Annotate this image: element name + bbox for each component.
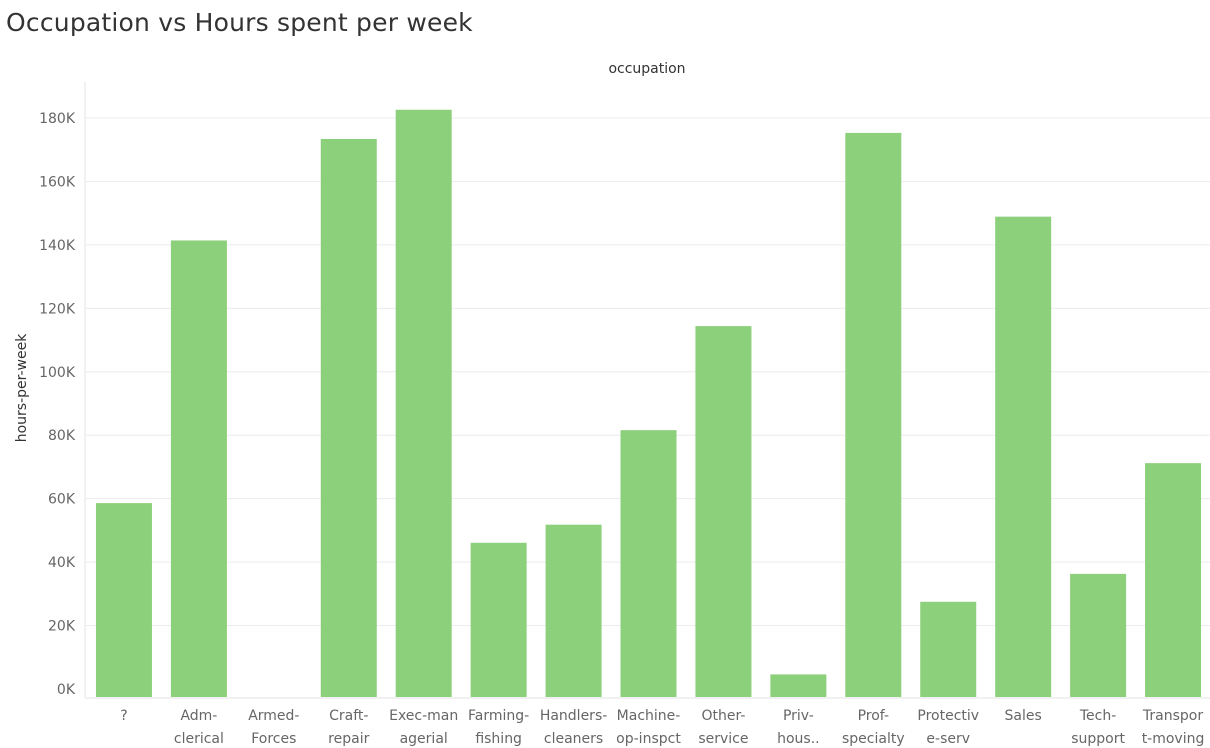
x-category-label-line: Machine- <box>617 708 681 724</box>
x-category-label-line: Prof- <box>858 708 889 724</box>
y-tick-label: 80K <box>48 428 76 444</box>
y-tick-labels: 0K 20K 40K 60K 80K 100K 120K 140K 160K 180K <box>39 111 76 698</box>
x-category-label: Tech-support <box>1071 708 1125 747</box>
x-category-label-line: ? <box>120 708 127 724</box>
x-category-label: Sales <box>1005 708 1042 724</box>
x-category-label-line: Transpor <box>1142 708 1203 724</box>
x-category-label: Machine-op-inspct <box>616 708 681 747</box>
chart-title: Occupation vs Hours spent per week <box>6 8 473 37</box>
x-category-label: Adm-clerical <box>174 708 224 747</box>
x-category-label-line: clerical <box>174 731 224 747</box>
x-category-label-line: Adm- <box>180 708 217 724</box>
y-tick-label: 20K <box>48 619 76 635</box>
bar <box>395 109 452 698</box>
y-tick-label: 60K <box>48 492 76 508</box>
axes <box>84 82 1210 699</box>
x-category-label: Craft-repair <box>328 708 369 747</box>
y-axis-title: hours-per-week <box>14 333 30 443</box>
bar <box>170 240 227 697</box>
bar <box>845 132 902 698</box>
bar <box>995 216 1052 697</box>
bar <box>620 430 677 697</box>
x-category-label-line: Other- <box>701 708 745 724</box>
y-tick-label: 140K <box>39 238 76 254</box>
x-category-label-line: Exec-man <box>389 708 458 724</box>
x-category-label-line: Handlers- <box>540 708 607 724</box>
x-category-label: Farming-fishing <box>468 708 529 747</box>
x-category-label-line: Armed- <box>248 708 299 724</box>
x-category-label-line: repair <box>328 731 369 747</box>
y-tick-label: 180K <box>39 111 76 127</box>
bar <box>95 503 152 697</box>
x-category-label-line: specialty <box>842 731 905 747</box>
bar <box>545 524 602 697</box>
x-axis-title: occupation <box>608 61 685 77</box>
x-category-label-line: service <box>698 731 748 747</box>
x-category-label: Protectiv e-serv <box>917 708 979 747</box>
x-category-label: Exec-man agerial <box>389 708 458 747</box>
x-category-label: Transpor t-moving <box>1142 708 1205 747</box>
y-tick-label: 40K <box>48 555 76 571</box>
y-tick-label: 0K <box>57 682 76 698</box>
bar <box>1145 463 1202 697</box>
bar <box>470 542 527 697</box>
x-category-label-line: fishing <box>475 731 522 747</box>
x-category-label-line: Priv- <box>783 708 814 724</box>
x-category-label: Other-service <box>698 708 748 747</box>
bar <box>320 138 377 698</box>
x-category-labels: ? Adm-clerical Armed- Forces Craft-repair Exe… <box>120 708 1204 747</box>
x-category-label: ? <box>120 708 127 724</box>
x-category-label-line: Protectiv <box>917 708 979 724</box>
x-category-label-line: Tech- <box>1079 708 1116 724</box>
y-tick-label: 100K <box>39 365 76 381</box>
x-category-label-line: op-inspct <box>616 731 681 747</box>
x-category-label: Prof-specialty <box>842 708 905 747</box>
x-category-label: Armed- Forces <box>248 708 299 747</box>
x-category-label: Priv-hous.. <box>777 708 820 747</box>
y-tick-label: 120K <box>39 301 76 317</box>
x-category-label-line: Sales <box>1005 708 1042 724</box>
y-tick-label: 160K <box>39 174 76 190</box>
bars <box>95 109 1202 698</box>
x-category-label-line: support <box>1071 731 1125 747</box>
x-category-label-line: Forces <box>251 731 296 747</box>
bar <box>920 601 977 697</box>
x-category-label-line: e-serv <box>926 731 970 747</box>
x-category-label-line: t-moving <box>1142 731 1205 747</box>
x-category-label-line: hous.. <box>777 731 820 747</box>
bar <box>695 326 752 697</box>
x-category-label: Handlers-cleaners <box>540 708 607 747</box>
x-category-label-line: Farming- <box>468 708 529 724</box>
x-category-label-line: Craft- <box>329 708 368 724</box>
bar <box>1070 573 1127 697</box>
x-category-label-line: cleaners <box>544 731 603 747</box>
x-category-label-line: agerial <box>400 731 448 747</box>
bar <box>770 674 827 697</box>
